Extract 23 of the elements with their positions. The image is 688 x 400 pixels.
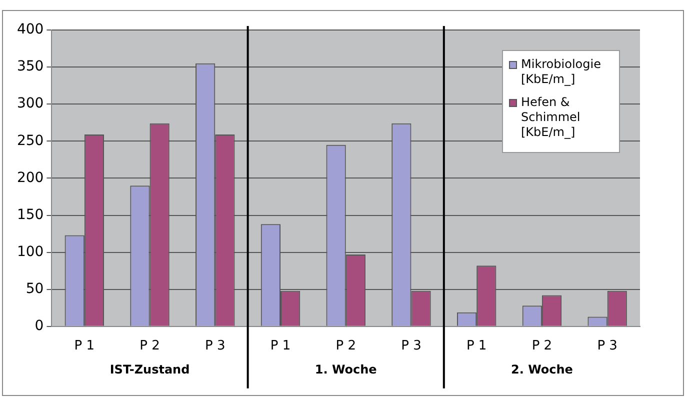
x-tick-label: P 1 [466,338,487,354]
x-tick-label: P 3 [597,338,618,354]
x-tick-label: P 2 [140,338,160,354]
y-tick-label: 200 [16,170,44,186]
y-tick-label: 0 [34,318,44,334]
x-tick-label: P 1 [74,338,95,354]
text: IST-Zustand [110,362,190,377]
x-tick-label: P 2 [532,338,552,354]
y-tick-label: 350 [16,58,44,75]
text: 1. Woche [314,362,377,377]
y-tick-label: 300 [16,96,44,112]
x-tick-label: P 1 [270,338,291,354]
x-tick-label: P 3 [401,338,422,354]
x-tick-label: P 2 [336,338,356,354]
y-tick-label: 150 [16,206,44,223]
legend-label: Hefen & Schimmel [KbE/m_] [521,95,582,140]
legend-label: Mikrobiologie [KbE/m_] [521,57,602,87]
y-tick-label: 50 [26,280,44,297]
y-tick-label: 400 [16,22,44,38]
y-tick-label: 250 [16,132,44,149]
y-tick-label: 100 [16,244,44,260]
x-tick-label: P 3 [205,338,226,354]
text: 2. Woche [510,362,573,377]
